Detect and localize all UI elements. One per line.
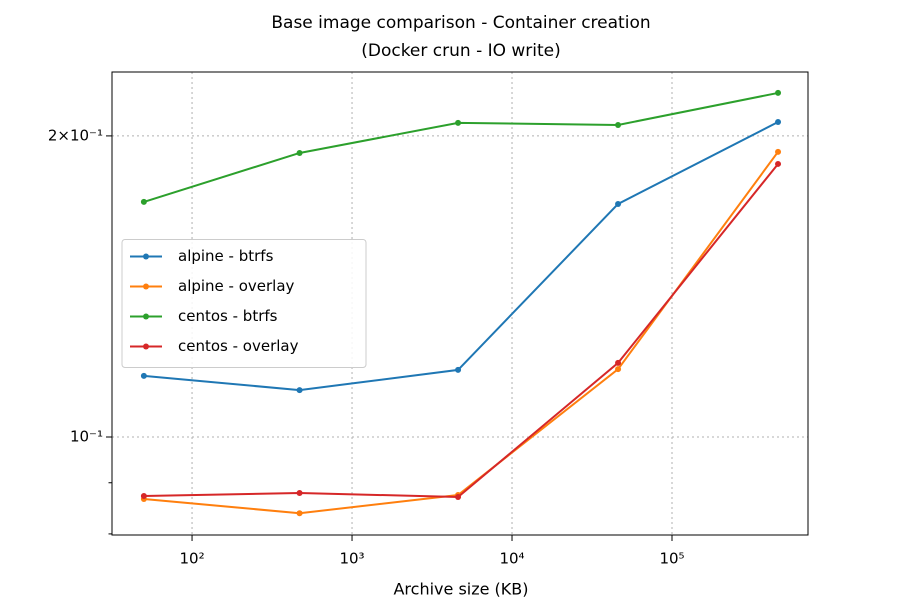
point	[775, 160, 782, 167]
legend-marker	[143, 343, 149, 350]
chart-subtitle: (Docker crun - IO write)	[361, 41, 561, 61]
legend-label: alpine - overlay	[178, 277, 295, 295]
x-tick-label: 10⁵	[659, 550, 684, 568]
point	[455, 493, 462, 500]
legend-box	[121, 239, 367, 368]
point	[775, 148, 782, 155]
y-axis-label: Time (s)	[0, 271, 2, 337]
point	[615, 200, 622, 207]
series-line	[143, 91, 779, 203]
point	[296, 149, 303, 156]
point	[455, 119, 462, 126]
legend-label: centos - overlay	[178, 337, 299, 355]
x-tick-label: 10⁴	[499, 550, 524, 568]
point	[775, 119, 782, 126]
point	[775, 89, 782, 96]
y-tick-label: 2×10⁻¹	[48, 126, 103, 144]
legend-label: centos - btrfs	[178, 307, 278, 325]
legend-marker	[143, 283, 149, 290]
point	[140, 372, 147, 379]
legend-label: alpine - btrfs	[178, 247, 274, 265]
point	[615, 366, 622, 373]
point	[296, 387, 303, 394]
point	[296, 490, 303, 497]
point	[615, 121, 622, 128]
point	[140, 198, 147, 205]
point	[296, 510, 303, 517]
legend-marker	[143, 253, 149, 260]
x-axis-label: Archive size (KB)	[393, 580, 528, 599]
point	[140, 492, 147, 499]
x-tick-label: 10³	[339, 550, 364, 568]
x-tick-label: 10²	[179, 550, 204, 568]
plot-frame	[111, 71, 809, 536]
legend-marker	[143, 313, 149, 320]
y-tick-label: 10⁻¹	[70, 427, 103, 445]
point	[455, 366, 462, 373]
point	[615, 359, 622, 366]
chart-title: Base image comparison - Container creati…	[271, 13, 650, 33]
